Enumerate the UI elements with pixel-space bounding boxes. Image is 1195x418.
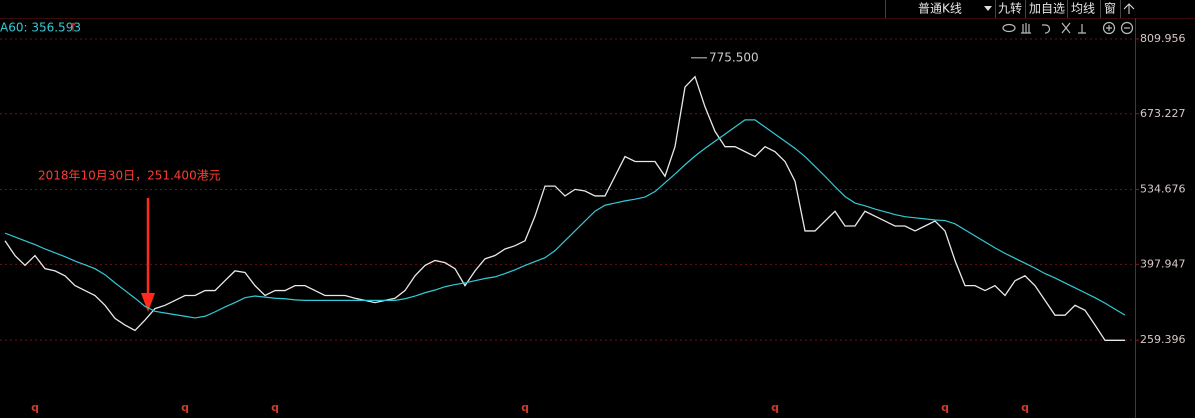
y-tick-label: 534.676 [1140, 183, 1186, 196]
zoom-in-plus[interactable] [1106, 25, 1112, 31]
x-tick-label: q [181, 401, 189, 414]
x-tick-label: q [771, 401, 779, 414]
toolbar-item[interactable]: 窗 [1104, 2, 1116, 16]
dropdown-arrow[interactable] [984, 6, 992, 11]
series-line [4, 119, 1126, 319]
scissors-icon[interactable] [1061, 22, 1071, 34]
y-tick-label: 809.956 [1140, 32, 1186, 45]
annotation-arrowhead [141, 293, 155, 312]
toolbar-item[interactable]: 均线 [1071, 2, 1095, 16]
toolbar-item[interactable]: 九转 [998, 1, 1022, 16]
x-tick-label: q [1021, 401, 1029, 414]
zoom-in-icon[interactable] [1102, 21, 1116, 35]
eye-icon[interactable] [1002, 23, 1016, 33]
x-tick-label: q [521, 401, 529, 414]
ma-label: A60: 356.593 [0, 21, 81, 35]
tool-icons [1002, 21, 1134, 35]
series-line [4, 75, 1125, 341]
y-tick-label: 673.227 [1140, 107, 1186, 120]
peak-label: 775.500 [709, 50, 759, 64]
toolbar-item[interactable]: 普通K线 [918, 2, 962, 16]
ma-arrow: ↑ [68, 21, 78, 35]
x-tick-label: q [271, 401, 279, 414]
annotation: 2018年10月30日，251.400港元 [38, 169, 221, 183]
hand-icon[interactable] [1021, 23, 1031, 34]
x-tick-label: q [31, 401, 39, 414]
x-tick-label: q [941, 401, 949, 414]
collapse-icon[interactable] [1123, 3, 1135, 14]
y-tick-label: 397.947 [1140, 257, 1186, 270]
undo-icon[interactable] [1042, 24, 1051, 34]
toolbar-item[interactable]: 加自选 [1029, 2, 1065, 16]
line-icon[interactable] [1078, 24, 1086, 34]
y-tick-label: 259.396 [1140, 333, 1186, 346]
zoom-out-icon[interactable] [1120, 21, 1134, 35]
